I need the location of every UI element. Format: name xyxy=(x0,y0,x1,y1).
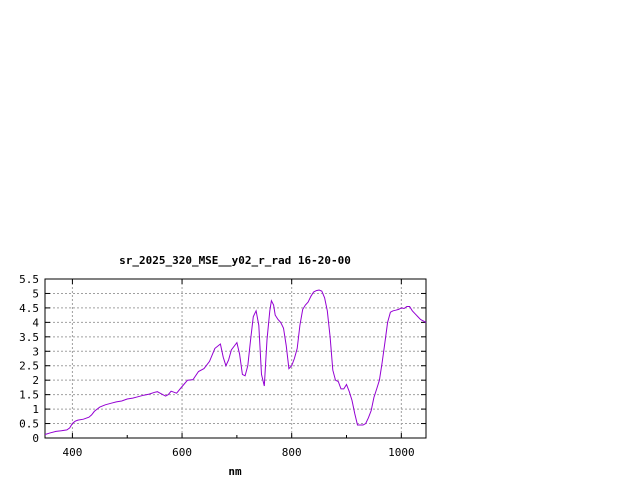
x-tick-label: 1000 xyxy=(388,446,415,459)
y-tick-label: 4 xyxy=(32,316,39,329)
axis-ticks xyxy=(45,278,426,439)
grid xyxy=(45,279,426,438)
y-tick-label: 4.5 xyxy=(19,302,39,315)
x-tick-label: 800 xyxy=(282,446,302,459)
x-tick-label: 400 xyxy=(62,446,82,459)
y-tick-label: 2 xyxy=(32,374,39,387)
y-tick-label: 1.5 xyxy=(19,389,39,402)
chart-title: sr_2025_320_MSE__y02_r_rad 16-20-00 xyxy=(119,254,351,267)
x-axis-label: nm xyxy=(228,465,242,478)
y-tick-label: 5 xyxy=(32,287,39,300)
y-tick-label: 1 xyxy=(32,403,39,416)
y-tick-label: 5.5 xyxy=(19,273,39,286)
tick-labels: 00.5 11.5 22.5 33.5 44.5 55.5 400 600 800 1000 xyxy=(19,273,414,459)
x-tick-label: 600 xyxy=(172,446,192,459)
y-tick-label: 3.5 xyxy=(19,331,39,344)
y-tick-label: 3 xyxy=(32,345,39,358)
plot-frame xyxy=(44,278,427,439)
y-tick-label: 2.5 xyxy=(19,360,39,373)
y-tick-label: 0.5 xyxy=(19,418,39,431)
y-tick-label: 0 xyxy=(32,432,39,445)
series-line xyxy=(44,289,427,435)
